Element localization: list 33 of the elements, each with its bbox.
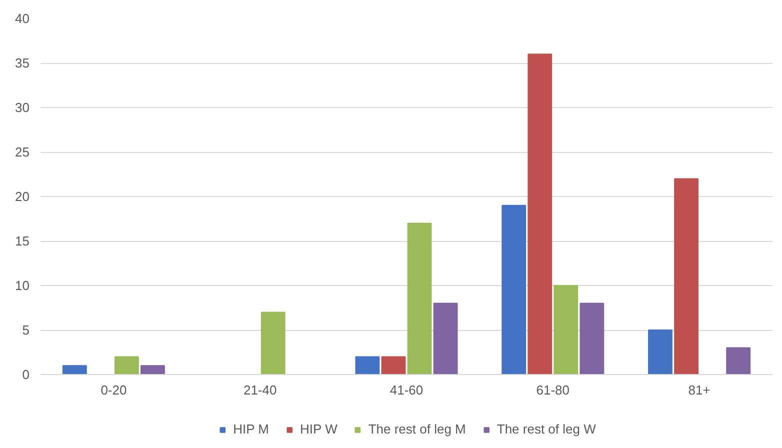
bar	[433, 302, 458, 374]
y-tick-label: 30	[15, 100, 30, 115]
bar	[140, 365, 165, 374]
bar	[260, 312, 286, 374]
y-tick-label: 20	[15, 189, 30, 204]
y-tick-label: 25	[15, 144, 30, 160]
y-tick-label: 15	[15, 234, 30, 248]
x-tick-label: 61-80	[536, 382, 570, 398]
bar	[674, 178, 698, 374]
bar	[502, 204, 526, 374]
bar	[648, 330, 672, 374]
bar	[355, 356, 380, 374]
legend-label: The rest of leg M	[368, 422, 466, 436]
y-tick-label: 40	[15, 11, 30, 26]
bar	[580, 302, 604, 374]
y-tick-label: 0	[22, 367, 30, 382]
x-tick-label: 21-40	[243, 382, 277, 398]
y-tick-label: 10	[15, 278, 30, 293]
legend-label: The rest of leg W	[496, 422, 596, 436]
bar	[554, 285, 578, 374]
legend-label: HIP M	[233, 422, 270, 436]
bar	[381, 356, 406, 374]
x-tick-label: 81+	[688, 382, 710, 398]
y-tick-label: 5	[22, 322, 30, 338]
bar	[407, 222, 432, 374]
bar	[528, 54, 552, 374]
y-tick-label: 35	[15, 56, 30, 70]
x-tick-label: 0-20	[100, 382, 127, 398]
x-tick-label: 41-60	[390, 382, 424, 398]
bar	[62, 365, 87, 374]
legend-label: HIP W	[300, 422, 338, 436]
bar	[726, 347, 751, 374]
bar	[114, 356, 139, 374]
